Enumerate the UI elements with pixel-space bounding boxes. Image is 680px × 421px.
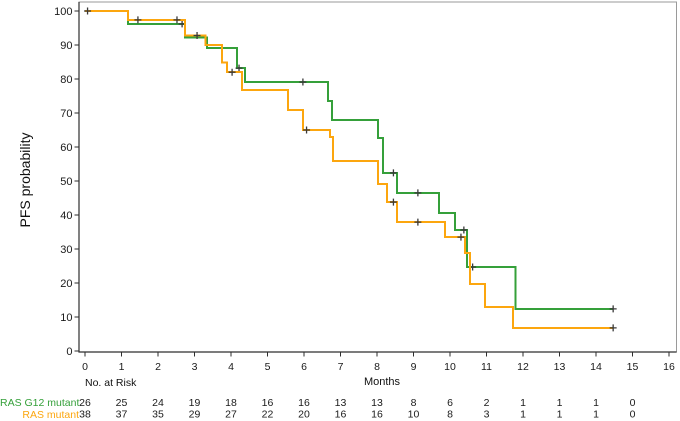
- at-risk-count: 1: [557, 409, 563, 421]
- x-tick-label: 14: [590, 361, 602, 373]
- at-risk-count: 8: [447, 409, 453, 421]
- y-tick-label: 100: [54, 6, 72, 18]
- y-tick-label: 30: [60, 244, 72, 256]
- y-tick-label: 90: [60, 40, 72, 52]
- at-risk-count: 1: [593, 397, 599, 409]
- at-risk-count: 0: [630, 409, 636, 421]
- censor-tick: [173, 16, 181, 24]
- at-risk-count: 20: [298, 409, 310, 421]
- x-tick-label: 13: [554, 361, 566, 373]
- at-risk-count: 19: [189, 397, 201, 409]
- x-tick-label: 1: [119, 361, 125, 373]
- x-tick-label: 8: [374, 361, 380, 373]
- at-risk-count: 24: [152, 397, 164, 409]
- legend-label-ras-g12-mutant: RAS G12 mutant: [0, 397, 80, 409]
- censor-tick: [299, 78, 307, 86]
- censor-tick: [414, 218, 422, 226]
- y-axis-title: PFS probability: [17, 132, 33, 228]
- at-risk-count: 13: [371, 397, 383, 409]
- x-tick-label: 0: [82, 361, 88, 373]
- at-risk-count: 27: [225, 409, 237, 421]
- at-risk-count: 37: [116, 409, 128, 421]
- censor-tick: [414, 189, 422, 197]
- at-risk-count: 25: [116, 397, 128, 409]
- at-risk-count: 13: [335, 397, 347, 409]
- risk-table-header: No. at Risk: [85, 377, 137, 389]
- censor-marks-ras-g12-mutant: [178, 20, 617, 313]
- y-tick-label: 80: [60, 74, 72, 86]
- censor-tick: [193, 31, 201, 39]
- y-tick-label: 20: [60, 278, 72, 290]
- x-tick-label: 9: [411, 361, 417, 373]
- at-risk-count: 1: [520, 409, 526, 421]
- at-risk-count: 3: [484, 409, 490, 421]
- x-tick-label: 10: [444, 361, 456, 373]
- at-risk-count: 2: [484, 397, 490, 409]
- x-tick-label: 3: [192, 361, 198, 373]
- legend-label-ras-mutant: RAS mutant: [22, 408, 79, 421]
- at-risk-count: 16: [298, 397, 310, 409]
- at-risk-count: 0: [630, 397, 636, 409]
- y-tick-label: 0: [66, 346, 72, 358]
- censor-tick: [228, 68, 236, 76]
- at-risk-count: 16: [262, 397, 274, 409]
- at-risk-count: 18: [225, 397, 237, 409]
- y-tick-label: 40: [60, 210, 72, 222]
- x-tick-label: 12: [517, 361, 529, 373]
- axis-lines: [78, 2, 677, 353]
- censor-tick: [609, 305, 617, 313]
- censor-tick: [235, 64, 243, 72]
- y-tick-label: 60: [60, 142, 72, 154]
- at-risk-count: 1: [557, 397, 563, 409]
- x-tick-label: 15: [627, 361, 639, 373]
- censor-tick: [609, 324, 617, 332]
- x-tick-label: 2: [155, 361, 161, 373]
- at-risk-count: 1: [593, 409, 599, 421]
- km-curve-ras-mutant: [85, 10, 614, 329]
- km-curve-ras-g12-mutant: [85, 10, 614, 310]
- censor-marks-ras-mutant: [84, 7, 617, 332]
- x-tick-label: 11: [481, 361, 492, 373]
- at-risk-count: 10: [408, 409, 420, 421]
- risk-row-ras-mutant: 38 37 35 29 27 22 20 16 16 10 8 3 1 1 1 0: [79, 409, 635, 421]
- censor-tick: [389, 169, 397, 177]
- risk-row-ras-g12-mutant: 26 25 24 19 18 16 16 13 13 8 6 2 1 1 1 0: [79, 397, 635, 409]
- at-risk-count: 16: [371, 409, 383, 421]
- at-risk-count: 6: [447, 397, 453, 409]
- x-axis-title: Months: [363, 376, 401, 388]
- at-risk-count: 8: [411, 397, 417, 409]
- censor-tick: [460, 226, 468, 234]
- x-tick-label: 16: [663, 361, 675, 373]
- at-risk-count: 26: [79, 397, 91, 409]
- censor-tick: [303, 126, 311, 134]
- x-axis-ticks: 0 1 2 3 4 5 6 7 8 9 10 11 12 13 14 15 16: [82, 352, 675, 373]
- y-tick-label: 10: [60, 312, 72, 324]
- y-tick-label: 70: [60, 108, 72, 120]
- x-tick-label: 5: [265, 361, 271, 373]
- x-tick-label: 4: [228, 361, 234, 373]
- censor-tick: [84, 7, 92, 15]
- at-risk-count: 22: [262, 409, 274, 421]
- y-axis-ticks: 0 10 20 30 40 50 60 70 80 90 100: [54, 6, 79, 358]
- at-risk-count: 16: [335, 409, 347, 421]
- at-risk-count: 1: [520, 397, 526, 409]
- censor-tick: [457, 233, 465, 241]
- x-tick-label: 6: [301, 361, 307, 373]
- censor-tick: [389, 198, 397, 206]
- at-risk-count: 38: [79, 409, 91, 421]
- at-risk-count: 29: [189, 409, 201, 421]
- at-risk-count: 35: [152, 409, 164, 421]
- censor-tick: [134, 16, 142, 24]
- x-tick-label: 7: [338, 361, 344, 373]
- y-tick-label: 50: [60, 176, 72, 188]
